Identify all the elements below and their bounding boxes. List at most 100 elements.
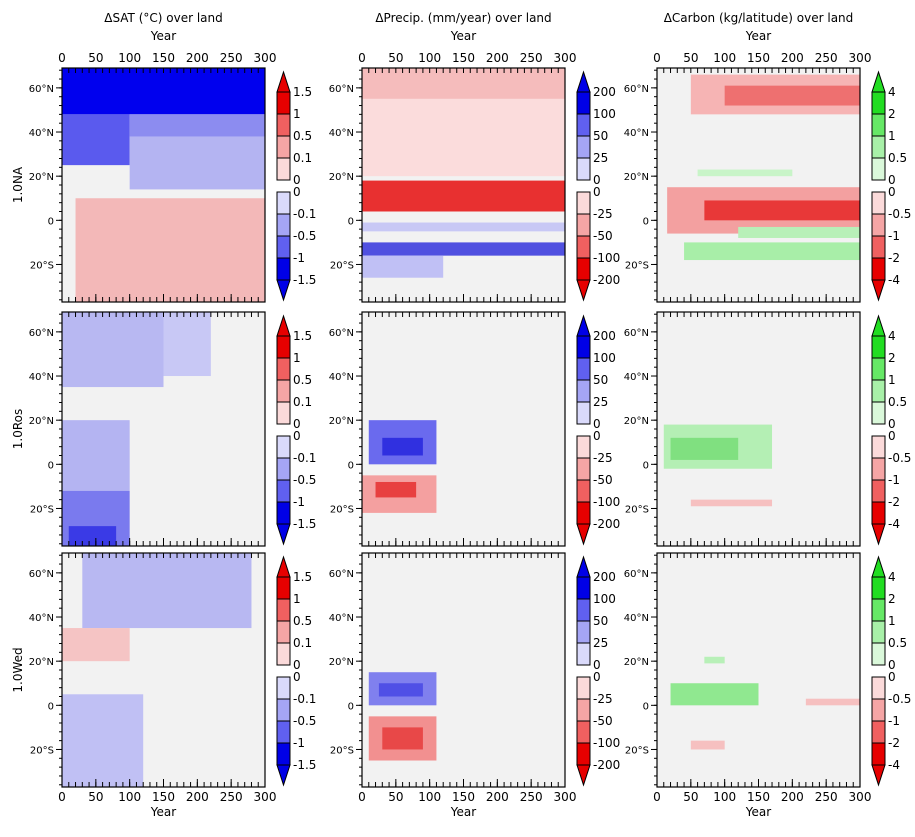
colorbar-label: 25 bbox=[593, 151, 608, 165]
colorbar-label: 0 bbox=[593, 658, 601, 672]
x-tick-label: 150 bbox=[152, 51, 175, 65]
colorbar-label: 1 bbox=[888, 614, 896, 628]
y-tick-label: 20°N bbox=[329, 172, 354, 183]
colorbar-box bbox=[871, 720, 886, 744]
contour-region bbox=[375, 481, 417, 498]
y-tick-label: 60°N bbox=[329, 328, 354, 339]
colorbar-box bbox=[871, 642, 886, 666]
y-tick-label: 60°N bbox=[624, 84, 649, 95]
colorbar-label: -200 bbox=[593, 517, 620, 531]
colorbar-box bbox=[276, 642, 291, 666]
colorbar-label: -0.1 bbox=[293, 451, 316, 465]
colorbar-label: -100 bbox=[593, 251, 620, 265]
y-tick-label: 0 bbox=[348, 216, 354, 227]
plot-background bbox=[657, 553, 860, 787]
colorbar-box bbox=[276, 113, 291, 137]
x-axis-label: Year bbox=[745, 805, 771, 819]
y-tick-label: 0 bbox=[348, 460, 354, 471]
colorbar-box bbox=[276, 720, 291, 744]
colorbar-arrow bbox=[276, 70, 291, 93]
colorbar-box bbox=[276, 335, 291, 359]
x-tick-label: 150 bbox=[747, 51, 770, 65]
colorbar-box bbox=[576, 357, 591, 381]
colorbar-box bbox=[871, 698, 886, 722]
x-tick-label: 200 bbox=[186, 51, 209, 65]
colorbar-box bbox=[871, 213, 886, 237]
colorbar-label: 50 bbox=[593, 373, 608, 387]
contour-region bbox=[75, 198, 266, 302]
colorbar-box bbox=[871, 501, 886, 525]
colorbar-box bbox=[576, 457, 591, 481]
contour-region bbox=[684, 242, 860, 261]
x-tick-label: 150 bbox=[452, 51, 475, 65]
colorbar-label: -0.5 bbox=[293, 473, 316, 487]
colorbar-label: 0.5 bbox=[888, 395, 907, 409]
y-tick-label: 40°N bbox=[329, 613, 354, 624]
x-tick-label: 0 bbox=[358, 51, 366, 65]
x-tick-label: 300 bbox=[849, 51, 872, 65]
colorbar-label: -4 bbox=[888, 273, 900, 287]
colorbar-label: 25 bbox=[593, 395, 608, 409]
y-tick-label: 20°S bbox=[330, 504, 354, 515]
colorbar-label: -1.5 bbox=[293, 517, 316, 531]
y-tick-label: 20°N bbox=[29, 657, 54, 668]
colorbar-label: 0 bbox=[293, 429, 301, 443]
colorbar-box bbox=[576, 642, 591, 666]
colorbar-box bbox=[576, 576, 591, 600]
colorbar-label: -25 bbox=[593, 451, 613, 465]
x-tick-label: 150 bbox=[152, 790, 175, 804]
contour-region bbox=[738, 226, 860, 238]
colorbar-box bbox=[276, 501, 291, 525]
colorbar-label: 1 bbox=[888, 373, 896, 387]
x-tick-label: 250 bbox=[220, 790, 243, 804]
colorbar-box bbox=[871, 676, 886, 700]
x-tick-label: 0 bbox=[58, 51, 66, 65]
contour-region bbox=[724, 85, 860, 106]
x-tick-label: 50 bbox=[88, 51, 103, 65]
colorbar-label: 1.5 bbox=[293, 570, 312, 584]
y-tick-label: 60°N bbox=[329, 84, 354, 95]
colorbar-label: 25 bbox=[593, 636, 608, 650]
colorbar-label: -4 bbox=[888, 758, 900, 772]
colorbar-box bbox=[576, 257, 591, 281]
colorbar-arrow bbox=[276, 764, 291, 787]
colorbar-label: 0 bbox=[888, 658, 896, 672]
colorbar-arrow bbox=[871, 314, 886, 337]
x-tick-label: 100 bbox=[418, 790, 441, 804]
colorbar-box bbox=[871, 598, 886, 622]
x-tick-label: 0 bbox=[358, 790, 366, 804]
colorbar-label: 50 bbox=[593, 614, 608, 628]
colorbar-box bbox=[871, 113, 886, 137]
colorbar-label: 1 bbox=[293, 592, 301, 606]
colorbar-box bbox=[576, 91, 591, 115]
x-tick-label: 50 bbox=[683, 51, 698, 65]
y-tick-label: 0 bbox=[48, 701, 54, 712]
x-tick-label: 300 bbox=[254, 790, 277, 804]
y-tick-label: 0 bbox=[643, 701, 649, 712]
colorbar-box bbox=[871, 235, 886, 259]
colorbar-label: 0 bbox=[293, 670, 301, 684]
y-tick-label: 20°S bbox=[30, 260, 54, 271]
contour-region bbox=[362, 180, 565, 212]
contour-region bbox=[378, 683, 423, 697]
y-tick-label: 0 bbox=[643, 216, 649, 227]
colorbar-label: -25 bbox=[593, 692, 613, 706]
colorbar-label: 1 bbox=[293, 107, 301, 121]
colorbar-box bbox=[871, 620, 886, 644]
colorbar-label: 0.1 bbox=[293, 395, 312, 409]
x-tick-label: 100 bbox=[418, 51, 441, 65]
colorbar-label: -200 bbox=[593, 273, 620, 287]
colorbar-arrow bbox=[871, 555, 886, 578]
colorbar-label: -2 bbox=[888, 251, 900, 265]
x-tick-label: 250 bbox=[815, 51, 838, 65]
x-axis-label: Year bbox=[150, 805, 176, 819]
row-label: 1.0NA bbox=[11, 166, 25, 203]
colorbar-label: -1.5 bbox=[293, 273, 316, 287]
colorbar-box bbox=[576, 135, 591, 159]
colorbar-label: 200 bbox=[593, 570, 616, 584]
colorbar-arrow bbox=[576, 764, 591, 787]
y-tick-label: 20°N bbox=[329, 416, 354, 427]
colorbar-label: -200 bbox=[593, 758, 620, 772]
colorbar-arrow bbox=[871, 523, 886, 546]
colorbar-box bbox=[576, 335, 591, 359]
